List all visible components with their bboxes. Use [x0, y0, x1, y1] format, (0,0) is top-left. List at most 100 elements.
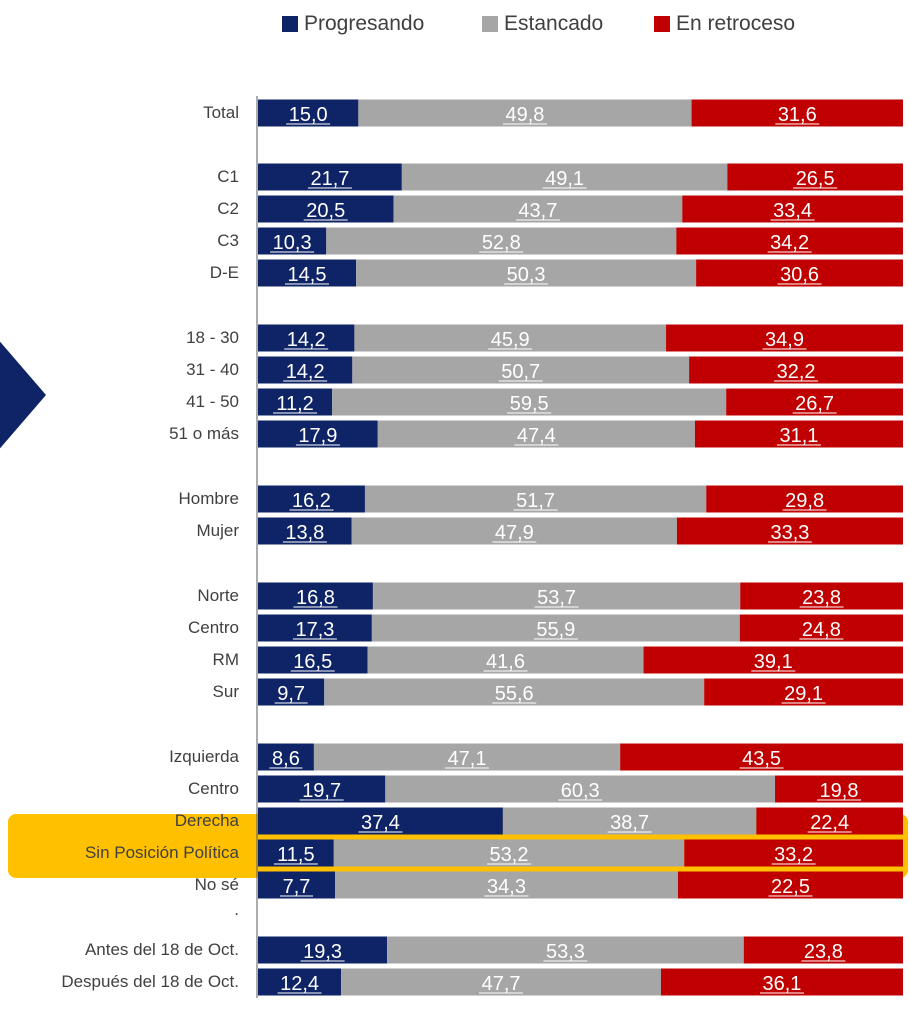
- bar-segment-en-retroceso: [739, 614, 903, 642]
- data-label-en-retroceso: 19,8: [820, 780, 859, 802]
- data-label-estancado: 49,1: [545, 168, 584, 190]
- bar-segment-progresando: [258, 678, 325, 706]
- bar-segment-en-retroceso: [678, 871, 903, 899]
- data-label-en-retroceso: 32,2: [777, 361, 816, 383]
- bar-segment-en-retroceso: [726, 388, 903, 416]
- category-label: Izquierda: [169, 747, 239, 766]
- data-label-estancado: 55,9: [536, 619, 575, 641]
- category-label: Derecha: [175, 811, 240, 830]
- category-label: No sé: [195, 875, 239, 894]
- bar-segment-progresando: [258, 259, 357, 287]
- category-label: Sur: [213, 682, 240, 701]
- bar-segment-progresando: [258, 99, 359, 127]
- category-label: Centro: [188, 779, 239, 798]
- legend-label-en-retroceso: En retroceso: [676, 12, 796, 35]
- data-label-estancado: 50,3: [507, 264, 546, 286]
- data-label-en-retroceso: 29,1: [784, 683, 823, 705]
- category-label: Mujer: [196, 521, 239, 540]
- chart-legend: Progresando Estancado En retroceso: [0, 8, 910, 40]
- data-label-estancado: 59,5: [510, 393, 549, 415]
- bar-segment-en-retroceso: [676, 517, 903, 545]
- bar-segment-progresando: [258, 871, 335, 899]
- data-label-en-retroceso: 34,9: [765, 329, 804, 351]
- data-label-en-retroceso: 24,8: [802, 619, 841, 641]
- category-label: Centro: [188, 618, 239, 637]
- bar-segment-progresando: [258, 839, 334, 867]
- legend-label-estancado: Estancado: [504, 12, 604, 35]
- legend-swatch-estancado: [482, 16, 498, 32]
- bar-segment-progresando: [258, 743, 314, 771]
- category-label: 41 - 50: [186, 392, 239, 411]
- bar-segment-en-retroceso: [704, 678, 903, 706]
- bar-segment-estancado: [385, 775, 776, 803]
- data-label-en-retroceso: 30,6: [780, 264, 819, 286]
- data-label-progresando: 13,8: [285, 522, 324, 544]
- data-label-progresando: 20,5: [306, 200, 345, 222]
- data-label-en-retroceso: 29,8: [785, 490, 824, 512]
- data-label-en-retroceso: 34,2: [770, 232, 809, 254]
- data-label-progresando: 17,3: [295, 619, 334, 641]
- bar-segment-progresando: [258, 517, 352, 545]
- bar-segment-en-retroceso: [756, 807, 903, 835]
- data-label-progresando: 11,5: [277, 844, 314, 866]
- bar-segment-estancado: [351, 517, 677, 545]
- data-label-progresando: 21,7: [310, 168, 349, 190]
- bar-segment-en-retroceso: [775, 775, 903, 803]
- bar-segment-progresando: [258, 227, 327, 255]
- bar-segment-en-retroceso: [682, 195, 903, 223]
- data-label-estancado: 43,7: [518, 200, 557, 222]
- bar-segment-progresando: [258, 485, 365, 513]
- bar-segment-progresando: [258, 388, 333, 416]
- data-label-en-retroceso: 31,1: [779, 425, 818, 447]
- category-label: Después del 18 de Oct.: [61, 972, 239, 991]
- data-label-estancado: 47,9: [495, 522, 534, 544]
- data-label-progresando: 17,9: [298, 425, 337, 447]
- bar-segment-estancado: [358, 99, 692, 127]
- data-label-estancado: 55,6: [495, 683, 534, 705]
- bar-segment-progresando: [258, 936, 388, 964]
- bar-segment-en-retroceso: [689, 356, 903, 384]
- bar-segment-estancado: [352, 356, 690, 384]
- category-label: Hombre: [179, 489, 239, 508]
- category-label: D-E: [210, 263, 239, 282]
- bar-segment-progresando: [258, 614, 372, 642]
- data-label-progresando: 16,5: [293, 651, 332, 673]
- data-label-estancado: 34,3: [487, 876, 526, 898]
- data-label-progresando: 19,3: [303, 941, 342, 963]
- data-label-estancado: 51,7: [516, 490, 555, 512]
- bar-segment-estancado: [326, 227, 677, 255]
- bar-segment-estancado: [333, 839, 685, 867]
- bar-segment-progresando: [258, 807, 503, 835]
- data-label-en-retroceso: 31,6: [778, 104, 817, 126]
- data-label-estancado: 52,8: [482, 232, 521, 254]
- data-label-progresando: 37,4: [361, 812, 400, 834]
- bar-segment-estancado: [372, 582, 741, 610]
- category-label: 18 - 30: [186, 328, 239, 347]
- bar-segment-progresando: [258, 582, 373, 610]
- bar-segment-en-retroceso: [684, 839, 903, 867]
- bar-segment-estancado: [335, 871, 678, 899]
- bar-segment-estancado: [367, 646, 644, 674]
- data-label-estancado: 38,7: [610, 812, 649, 834]
- category-label: Norte: [197, 586, 239, 605]
- data-label-progresando: 7,7: [283, 876, 311, 898]
- bar-segment-en-retroceso: [706, 485, 903, 513]
- legend-item-en-retroceso: En retroceso: [654, 8, 795, 40]
- category-label: 51 o más: [169, 424, 239, 443]
- bar-segment-en-retroceso: [676, 227, 903, 255]
- data-label-progresando: 12,4: [280, 973, 319, 995]
- data-label-en-retroceso: 22,4: [810, 812, 849, 834]
- bar-segment-en-retroceso: [620, 743, 903, 771]
- data-label-progresando: 8,6: [272, 748, 300, 770]
- category-label: RM: [213, 650, 239, 669]
- data-label-en-retroceso: 43,5: [742, 748, 781, 770]
- data-label-progresando: 16,2: [292, 490, 331, 512]
- data-label-estancado: 45,9: [491, 329, 530, 351]
- data-label-en-retroceso: 23,8: [804, 941, 843, 963]
- bar-segment-en-retroceso: [743, 936, 903, 964]
- bar-segment-progresando: [258, 356, 353, 384]
- arrow-shape: [0, 341, 46, 449]
- data-label-estancado: 47,4: [517, 425, 556, 447]
- data-label-estancado: 53,2: [490, 844, 529, 866]
